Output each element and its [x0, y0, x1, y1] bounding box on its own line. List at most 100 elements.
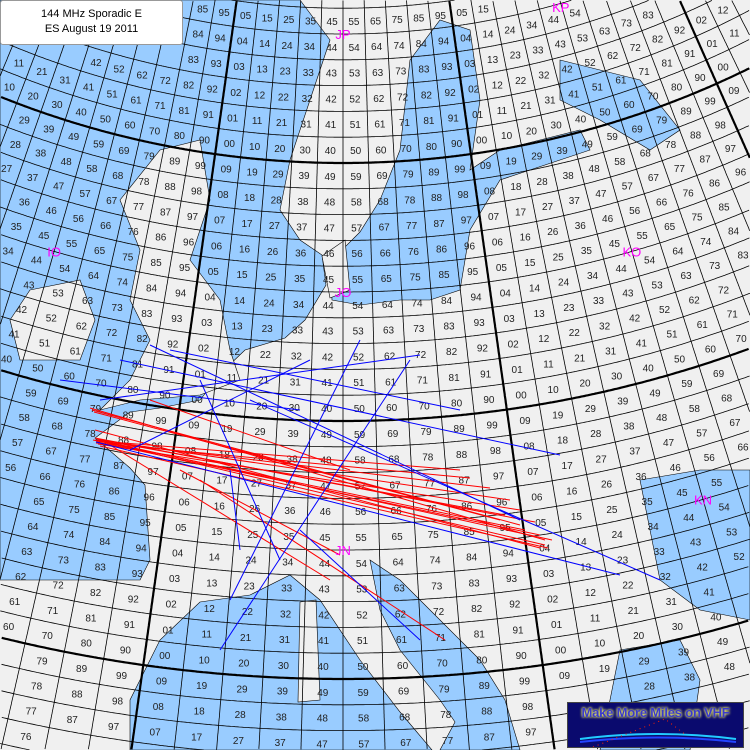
grid-square-label: 04	[500, 288, 512, 299]
grid-square-label: 78	[665, 140, 677, 151]
grid-square-label: 25	[247, 530, 259, 541]
grid-square-label: 42	[16, 305, 28, 316]
grid-square-label: 39	[617, 397, 629, 408]
grid-square-label: 58	[19, 413, 31, 424]
grid-square-label: 64	[88, 271, 100, 282]
field-label-jo: JO	[335, 285, 352, 300]
grid-square-label: 74	[117, 278, 129, 289]
grid-square-label: 85	[104, 512, 116, 523]
grid-square-label: 01	[512, 365, 524, 376]
grid-square-label: 30	[300, 145, 312, 156]
grid-square-label: 80	[451, 399, 463, 410]
grid-square-label: 56	[355, 507, 367, 518]
grid-square-label: 27	[596, 454, 608, 465]
grid-square-label: 09	[480, 161, 492, 172]
grid-square-label: 34	[526, 20, 538, 31]
grid-square-label: 31	[666, 597, 678, 608]
grid-square-label: 83	[643, 11, 655, 22]
grid-square-label: 50	[674, 354, 686, 365]
grid-square-label: 30	[278, 661, 290, 672]
grid-square-label: 97	[461, 216, 473, 227]
grid-square-label: 69	[713, 369, 725, 380]
grid-square-label: 72	[630, 43, 642, 54]
grid-square-label: 63	[372, 68, 384, 79]
grid-square-label: 80	[127, 385, 139, 396]
grid-square-label: 58	[351, 198, 363, 209]
grid-square-label: 98	[522, 702, 534, 713]
grid-square-label: 39	[557, 146, 569, 157]
grid-square-label: 11	[227, 373, 238, 384]
grid-square-label: 20	[256, 401, 268, 412]
grid-square-label: 50	[599, 107, 611, 118]
grid-square-label: 57	[351, 223, 363, 234]
grid-square-label: 96	[735, 168, 747, 179]
grid-square-label: 44	[548, 15, 560, 26]
grid-square-label: 42	[322, 352, 334, 363]
grid-square-label: 96	[464, 241, 476, 252]
grid-square-label: 62	[607, 51, 619, 62]
grid-square-label: 34	[3, 247, 15, 258]
grid-square-label: 08	[484, 186, 496, 197]
longitude-line	[427, 0, 513, 750]
grid-square-label: 41	[325, 120, 337, 131]
longitude-line	[559, 0, 750, 664]
grid-square-label: 76	[74, 480, 86, 491]
grid-square-label: 32	[280, 609, 292, 620]
grid-square-label: 08	[217, 190, 229, 201]
grid-square-label: 35	[642, 497, 654, 508]
grid-square-label: 70	[95, 379, 107, 390]
grid-square-label: 32	[660, 572, 672, 583]
longitude-line	[514, 0, 686, 750]
grid-square-label: 72	[415, 350, 427, 361]
grid-square-label: 10	[199, 655, 211, 666]
grid-square-label: 34	[293, 300, 305, 311]
grid-square-label: 54	[356, 559, 368, 570]
grid-square-label: 80	[81, 639, 93, 650]
grid-square-label: 37	[275, 738, 287, 749]
grid-square-label: 31	[301, 120, 313, 131]
grid-square-label: 94	[175, 288, 187, 299]
grid-square-label: 97	[725, 144, 737, 155]
path-line-blue	[119, 359, 561, 456]
grid-square-label: 63	[383, 326, 395, 337]
grid-square-label: 47	[317, 739, 329, 750]
grid-square-label: 13	[231, 322, 243, 333]
grid-square-label: 67	[729, 418, 741, 429]
grid-square-label: 39	[678, 647, 690, 658]
grid-square-label: 33	[532, 46, 544, 57]
latitude-line	[1, 403, 749, 474]
grid-square-label: 72	[397, 92, 409, 103]
grid-square-label: 65	[370, 16, 382, 27]
grid-square-label: 73	[112, 303, 124, 314]
grid-square-label: 21	[628, 606, 640, 617]
grid-square-label: 29	[236, 684, 248, 695]
grid-square-label: 58	[86, 164, 98, 175]
grid-square-label: 51	[353, 378, 365, 389]
grid-square-label: 73	[431, 581, 443, 592]
grid-square-label: 05	[456, 8, 468, 19]
path-line-blue	[95, 441, 621, 576]
grid-square-label: 69	[118, 146, 130, 157]
grid-square-label: 48	[61, 157, 73, 168]
grid-square-label: 59	[350, 172, 362, 183]
grid-square-label: 72	[160, 76, 172, 87]
grid-square-label: 46	[323, 249, 335, 260]
grid-square-label: 54	[570, 9, 582, 20]
grid-square-label: 44	[683, 513, 695, 524]
grid-square-label: 12	[204, 604, 216, 615]
grid-square-label: 01	[195, 369, 207, 380]
grid-square-label: 08	[523, 441, 535, 452]
grid-square-label: 32	[538, 71, 550, 82]
grid-square-label: 35	[305, 16, 317, 27]
grid-square-label: 22	[569, 328, 581, 339]
grid-square-label: 16	[214, 501, 226, 512]
grid-square-label: 71	[154, 101, 166, 112]
grid-square-label: 61	[385, 377, 397, 388]
grid-square-label: 02	[468, 84, 480, 95]
grid-square-label: 81	[85, 613, 97, 624]
grid-square-label: 31	[279, 635, 291, 646]
grid-square-label: 06	[531, 492, 543, 503]
grid-square-label: 69	[632, 124, 644, 135]
grid-square-label: 66	[391, 506, 403, 517]
grid-square-label: 49	[717, 637, 729, 648]
